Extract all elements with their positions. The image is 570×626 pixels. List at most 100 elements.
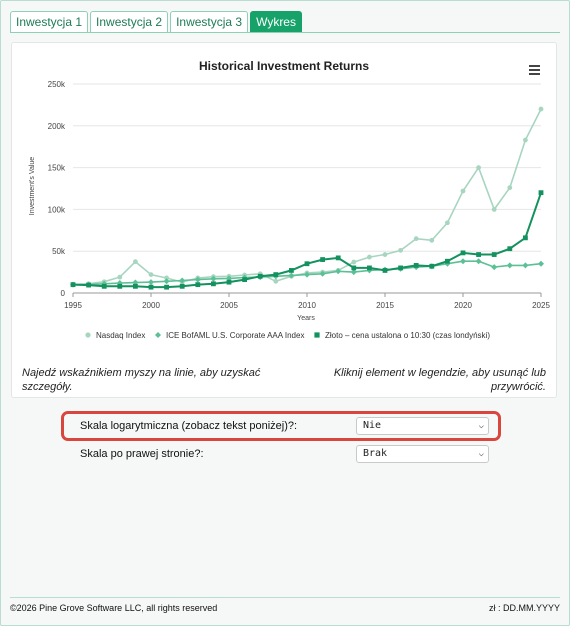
x-tick-label: 2015 — [376, 301, 394, 310]
data-point — [70, 282, 76, 288]
line-chart: Historical Investment Returns 0 50k 100k 15… — [29, 59, 550, 340]
tab-underline — [10, 32, 560, 33]
data-point — [523, 137, 528, 143]
data-point — [304, 271, 310, 278]
data-point — [351, 259, 357, 265]
data-point — [351, 265, 357, 271]
data-point — [148, 284, 154, 290]
data-point — [257, 273, 263, 279]
tab-inwestycja-2[interactable]: Inwestycja 2 — [90, 11, 169, 33]
data-point — [491, 264, 498, 271]
y-axis-ticks: 0 50k 100k 150k 200k 250k — [48, 80, 66, 298]
tab-inwestycja-3[interactable]: Inwestycja 3 — [170, 11, 249, 33]
data-point — [398, 265, 403, 271]
x-tick-label: 2020 — [454, 301, 472, 310]
right-axis-label: Skala po prawej stronie?: — [80, 448, 204, 460]
data-point — [101, 283, 107, 289]
y-tick-label: 150k — [48, 164, 66, 173]
data-point — [506, 262, 513, 269]
y-tick-label: 0 — [61, 289, 66, 298]
data-point — [163, 278, 170, 285]
legend-item-1[interactable]: Nasdaq Index — [85, 331, 145, 340]
data-point — [304, 261, 310, 267]
data-point — [117, 283, 123, 289]
x-tick-label: 2025 — [532, 301, 550, 310]
footer-divider — [10, 597, 560, 598]
data-point — [179, 277, 186, 284]
data-point — [273, 278, 279, 284]
data-point — [320, 257, 325, 262]
x-tick-label: 2000 — [142, 301, 160, 310]
data-point — [335, 268, 342, 275]
series-1 — [70, 106, 544, 288]
y-tick-label: 200k — [48, 122, 66, 131]
data-point — [242, 277, 247, 283]
tab-inwestycja-1[interactable]: Inwestycja 1 — [10, 11, 89, 33]
data-point — [538, 260, 544, 267]
y-tick-label: 100k — [48, 205, 66, 214]
data-point — [350, 269, 357, 276]
chevron-down-icon: ⌵ — [478, 449, 484, 459]
data-point — [460, 188, 466, 194]
data-point — [475, 258, 482, 265]
log-scale-label: Skala logarytmiczna (zobacz tekst poniże… — [80, 420, 298, 432]
data-point — [133, 283, 138, 289]
log-scale-value: Nie — [363, 420, 382, 431]
x-axis-ticks: 1995 2000 2005 2010 2015 2020 2025 — [64, 301, 550, 310]
legend-hint: Kliknij element w legendzie, aby usunąć … — [333, 367, 546, 393]
right-axis-value: Brak — [363, 448, 388, 459]
data-point — [476, 252, 481, 257]
data-point — [164, 275, 170, 281]
data-point — [210, 275, 217, 282]
data-point — [522, 262, 529, 269]
data-point — [148, 279, 154, 286]
data-point — [444, 260, 451, 267]
data-point — [273, 272, 279, 278]
chart-settings: Skala logarytmiczna (zobacz tekst poniże… — [61, 411, 501, 470]
data-point — [445, 258, 450, 264]
x-axis-label: Years — [297, 315, 315, 322]
x-tick-label: 2005 — [220, 301, 238, 310]
right-axis-row: Skala po prawej stronie?: Brak ⌵ — [66, 444, 496, 466]
data-point — [476, 165, 481, 170]
x-tick-label: 2010 — [298, 301, 316, 310]
x-tick-label: 1995 — [64, 301, 82, 310]
data-point — [195, 282, 201, 288]
data-point — [367, 254, 372, 260]
right-axis-select[interactable]: Brak ⌵ — [356, 445, 489, 463]
data-point — [366, 267, 373, 274]
hamburger-menu-icon[interactable] — [529, 65, 540, 75]
data-point — [507, 246, 513, 252]
data-point — [226, 279, 232, 285]
data-point — [398, 247, 403, 253]
log-scale-row: Skala logarytmiczna (zobacz tekst poniże… — [61, 411, 501, 441]
legend-label: ICE BofAML U.S. Corporate AAA Index — [166, 331, 304, 340]
data-point — [164, 284, 169, 290]
series-group — [70, 106, 544, 290]
date-format: zł : DD.MM.YYYY — [488, 603, 560, 613]
hover-hint: Najedź wskaźnikiem myszy na linie, aby u… — [22, 367, 261, 393]
data-point — [523, 235, 528, 241]
legend-marker — [85, 332, 91, 338]
data-point — [507, 185, 513, 191]
data-point — [86, 282, 91, 288]
legend-marker — [314, 332, 320, 338]
legend-label: Złoto – cena ustalona o 10:30 (czas lond… — [325, 331, 490, 340]
legend-item-3[interactable]: Złoto – cena ustalona o 10:30 (czas lond… — [314, 331, 490, 340]
data-point — [429, 263, 435, 269]
series-3 — [70, 190, 544, 290]
data-point — [289, 268, 294, 273]
data-point — [413, 236, 419, 242]
chevron-down-icon: ⌵ — [478, 421, 484, 431]
data-point — [148, 272, 154, 278]
footer: ©2026 Pine Grove Software LLC, all right… — [10, 603, 560, 613]
log-scale-select[interactable]: Nie ⌵ — [356, 417, 489, 435]
data-point — [538, 106, 544, 112]
series-line — [72, 108, 542, 286]
tab-wykres[interactable]: Wykres — [250, 11, 302, 33]
legend-item-2[interactable]: ICE BofAML U.S. Corporate AAA Index — [155, 331, 304, 340]
data-point — [117, 274, 123, 280]
data-point — [133, 259, 138, 265]
data-point — [460, 250, 466, 256]
data-point — [413, 263, 419, 268]
